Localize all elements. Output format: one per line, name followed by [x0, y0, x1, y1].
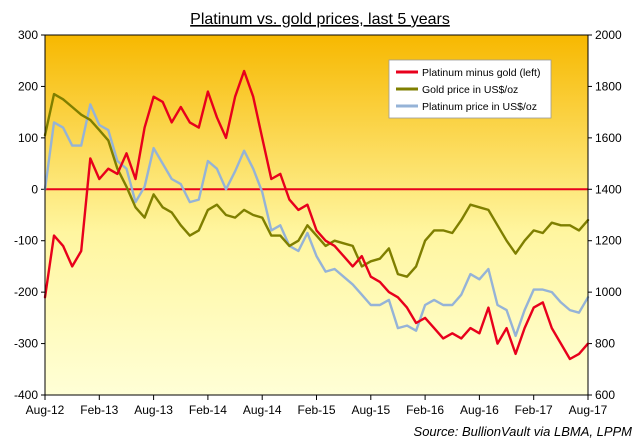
- x-tick-label: Aug-16: [460, 403, 499, 417]
- chart-source: Source: BullionVault via LBMA, LPPM: [414, 424, 633, 439]
- y-axis-left: 300 200 100 0 -100 -200 -300 -400: [14, 28, 45, 402]
- legend-label-platinum-price: Platinum price in US$/oz: [422, 101, 537, 113]
- y-left-tick-label: -300: [14, 337, 38, 351]
- x-tick-label: Aug-15: [351, 403, 390, 417]
- y-left-tick-label: -200: [14, 285, 38, 299]
- x-tick-label: Feb-17: [515, 403, 553, 417]
- x-tick-label: Feb-14: [189, 403, 227, 417]
- x-tick-label: Aug-14: [243, 403, 282, 417]
- y-right-tick-label: 2000: [595, 28, 622, 42]
- legend-box: [388, 59, 552, 119]
- y-right-tick-label: 1000: [595, 285, 622, 299]
- y-left-tick-label: 300: [18, 28, 38, 42]
- x-tick-label: Aug-17: [569, 403, 608, 417]
- x-tick-label: Feb-15: [297, 403, 335, 417]
- y-left-tick-label: -100: [14, 234, 38, 248]
- y-left-tick-label: 0: [31, 182, 38, 196]
- series-lines: [43, 69, 590, 361]
- y-axis-right: 2000 1800 1600 1400 1200 1000 800 600: [588, 28, 622, 402]
- legend-label-platinum-minus-gold: Platinum minus gold (left): [422, 67, 540, 79]
- y-right-tick-label: 800: [595, 337, 615, 351]
- x-tick-label: Aug-12: [26, 403, 65, 417]
- y-right-tick-label: 1400: [595, 182, 622, 196]
- series-line-platinum-price: [43, 103, 590, 338]
- plot-frame: [44, 34, 589, 396]
- x-tick-label: Feb-13: [80, 403, 118, 417]
- y-left-tick-label: 200: [18, 79, 38, 93]
- y-left-tick-label: -400: [14, 388, 38, 402]
- y-right-tick-label: 1800: [595, 79, 622, 93]
- x-tick-label: Feb-16: [406, 403, 444, 417]
- series-line-platinum-minus-gold: [43, 69, 590, 361]
- y-right-tick-label: 600: [595, 388, 615, 402]
- legend: Platinum minus gold (left) Gold price in…: [388, 59, 552, 119]
- chart-title: Platinum vs. gold prices, last 5 years: [190, 11, 450, 28]
- series-line-gold-price: [43, 92, 590, 278]
- y-left-tick-label: 100: [18, 131, 38, 145]
- y-right-tick-label: 1600: [595, 131, 622, 145]
- x-axis: Aug-12 Feb-13 Aug-13 Feb-14 Aug-14 Feb-15 Aug-…: [26, 395, 608, 417]
- x-tick-label: Aug-13: [134, 403, 173, 417]
- y-right-tick-label: 1200: [595, 234, 622, 248]
- legend-label-gold-price: Gold price in US$/oz: [422, 84, 518, 96]
